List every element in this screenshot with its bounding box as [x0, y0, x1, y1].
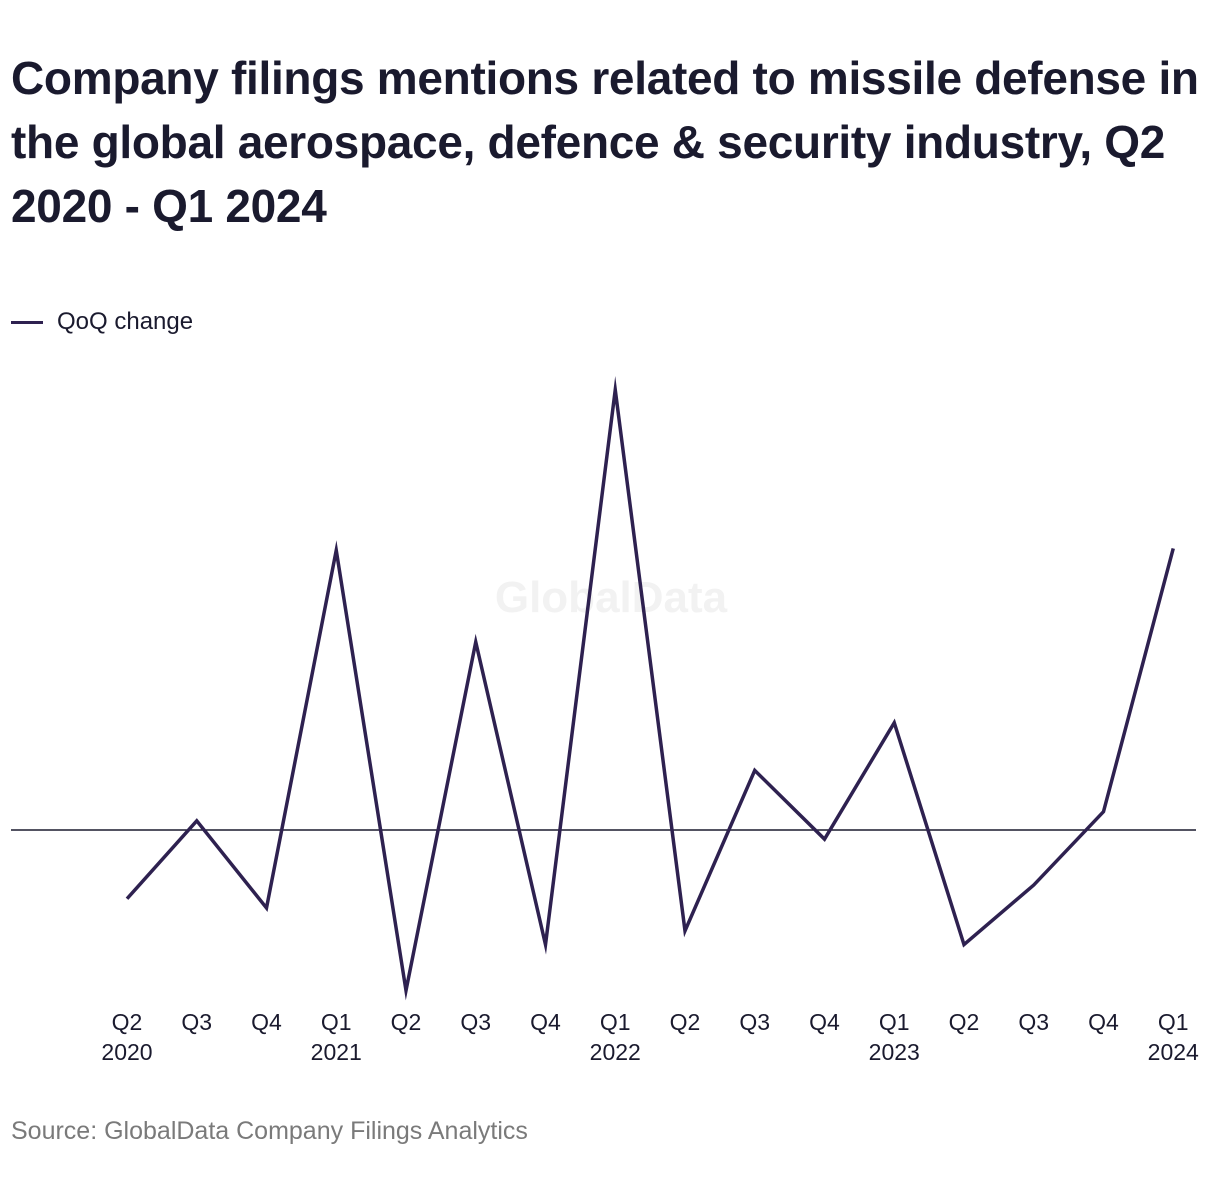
data-point[interactable]	[401, 985, 411, 995]
data-point[interactable]	[889, 718, 899, 728]
data-point[interactable]	[680, 926, 690, 936]
x-tick-quarter: Q2	[112, 1009, 143, 1035]
legend-label: QoQ change	[57, 308, 194, 335]
data-point[interactable]	[331, 545, 341, 555]
x-tick-quarter: Q1	[1158, 1009, 1189, 1035]
legend: QoQ change	[11, 308, 193, 336]
data-point[interactable]	[750, 765, 760, 775]
x-tick-year: 2022	[590, 1039, 641, 1065]
data-point[interactable]	[192, 816, 202, 826]
x-tick-quarter: Q3	[739, 1009, 770, 1035]
x-tick-quarter: Q4	[251, 1009, 282, 1035]
x-tick-quarter: Q4	[530, 1009, 561, 1035]
x-tick-quarter: Q3	[460, 1009, 491, 1035]
x-tick-quarter: Q1	[321, 1009, 352, 1035]
watermark-text: GlobalData	[495, 573, 728, 622]
legend-swatch	[11, 320, 43, 324]
source-note: Source: GlobalData Company Filings Analy…	[11, 1117, 528, 1145]
x-tick-year: 2021	[311, 1039, 362, 1065]
x-tick-year: 2024	[1148, 1039, 1199, 1065]
x-axis-ticks: Q2 2020 Q3 Q4 Q1 2021 Q2 Q3 Q4 Q1 2022 Q2 Q3 Q4 Q1 2023…	[101, 1009, 1199, 1065]
data-point[interactable]	[959, 940, 969, 950]
series-line	[125, 375, 1175, 1001]
x-tick-quarter: Q2	[391, 1009, 422, 1035]
data-point[interactable]	[471, 637, 481, 647]
plot-area	[11, 375, 1196, 1001]
data-point[interactable]	[1029, 880, 1039, 890]
x-tick-quarter: Q2	[670, 1009, 701, 1035]
x-tick-quarter: Q1	[879, 1009, 910, 1035]
x-tick-year: 2023	[869, 1039, 920, 1065]
x-tick-quarter: Q1	[600, 1009, 631, 1035]
x-tick-quarter: Q3	[181, 1009, 212, 1035]
x-tick-year: 2020	[101, 1039, 152, 1065]
data-point[interactable]	[262, 903, 272, 913]
x-tick-quarter: Q4	[809, 1009, 840, 1035]
x-tick-quarter: Q3	[1018, 1009, 1049, 1035]
chart-title: Company filings mentions related to miss…	[11, 52, 1199, 232]
data-point[interactable]	[122, 894, 132, 904]
data-point[interactable]	[1099, 807, 1109, 817]
data-point[interactable]	[1168, 543, 1178, 553]
data-point[interactable]	[610, 385, 620, 395]
data-point[interactable]	[541, 940, 551, 950]
x-tick-quarter: Q4	[1088, 1009, 1119, 1035]
data-point[interactable]	[820, 834, 830, 844]
x-tick-quarter: Q2	[949, 1009, 980, 1035]
